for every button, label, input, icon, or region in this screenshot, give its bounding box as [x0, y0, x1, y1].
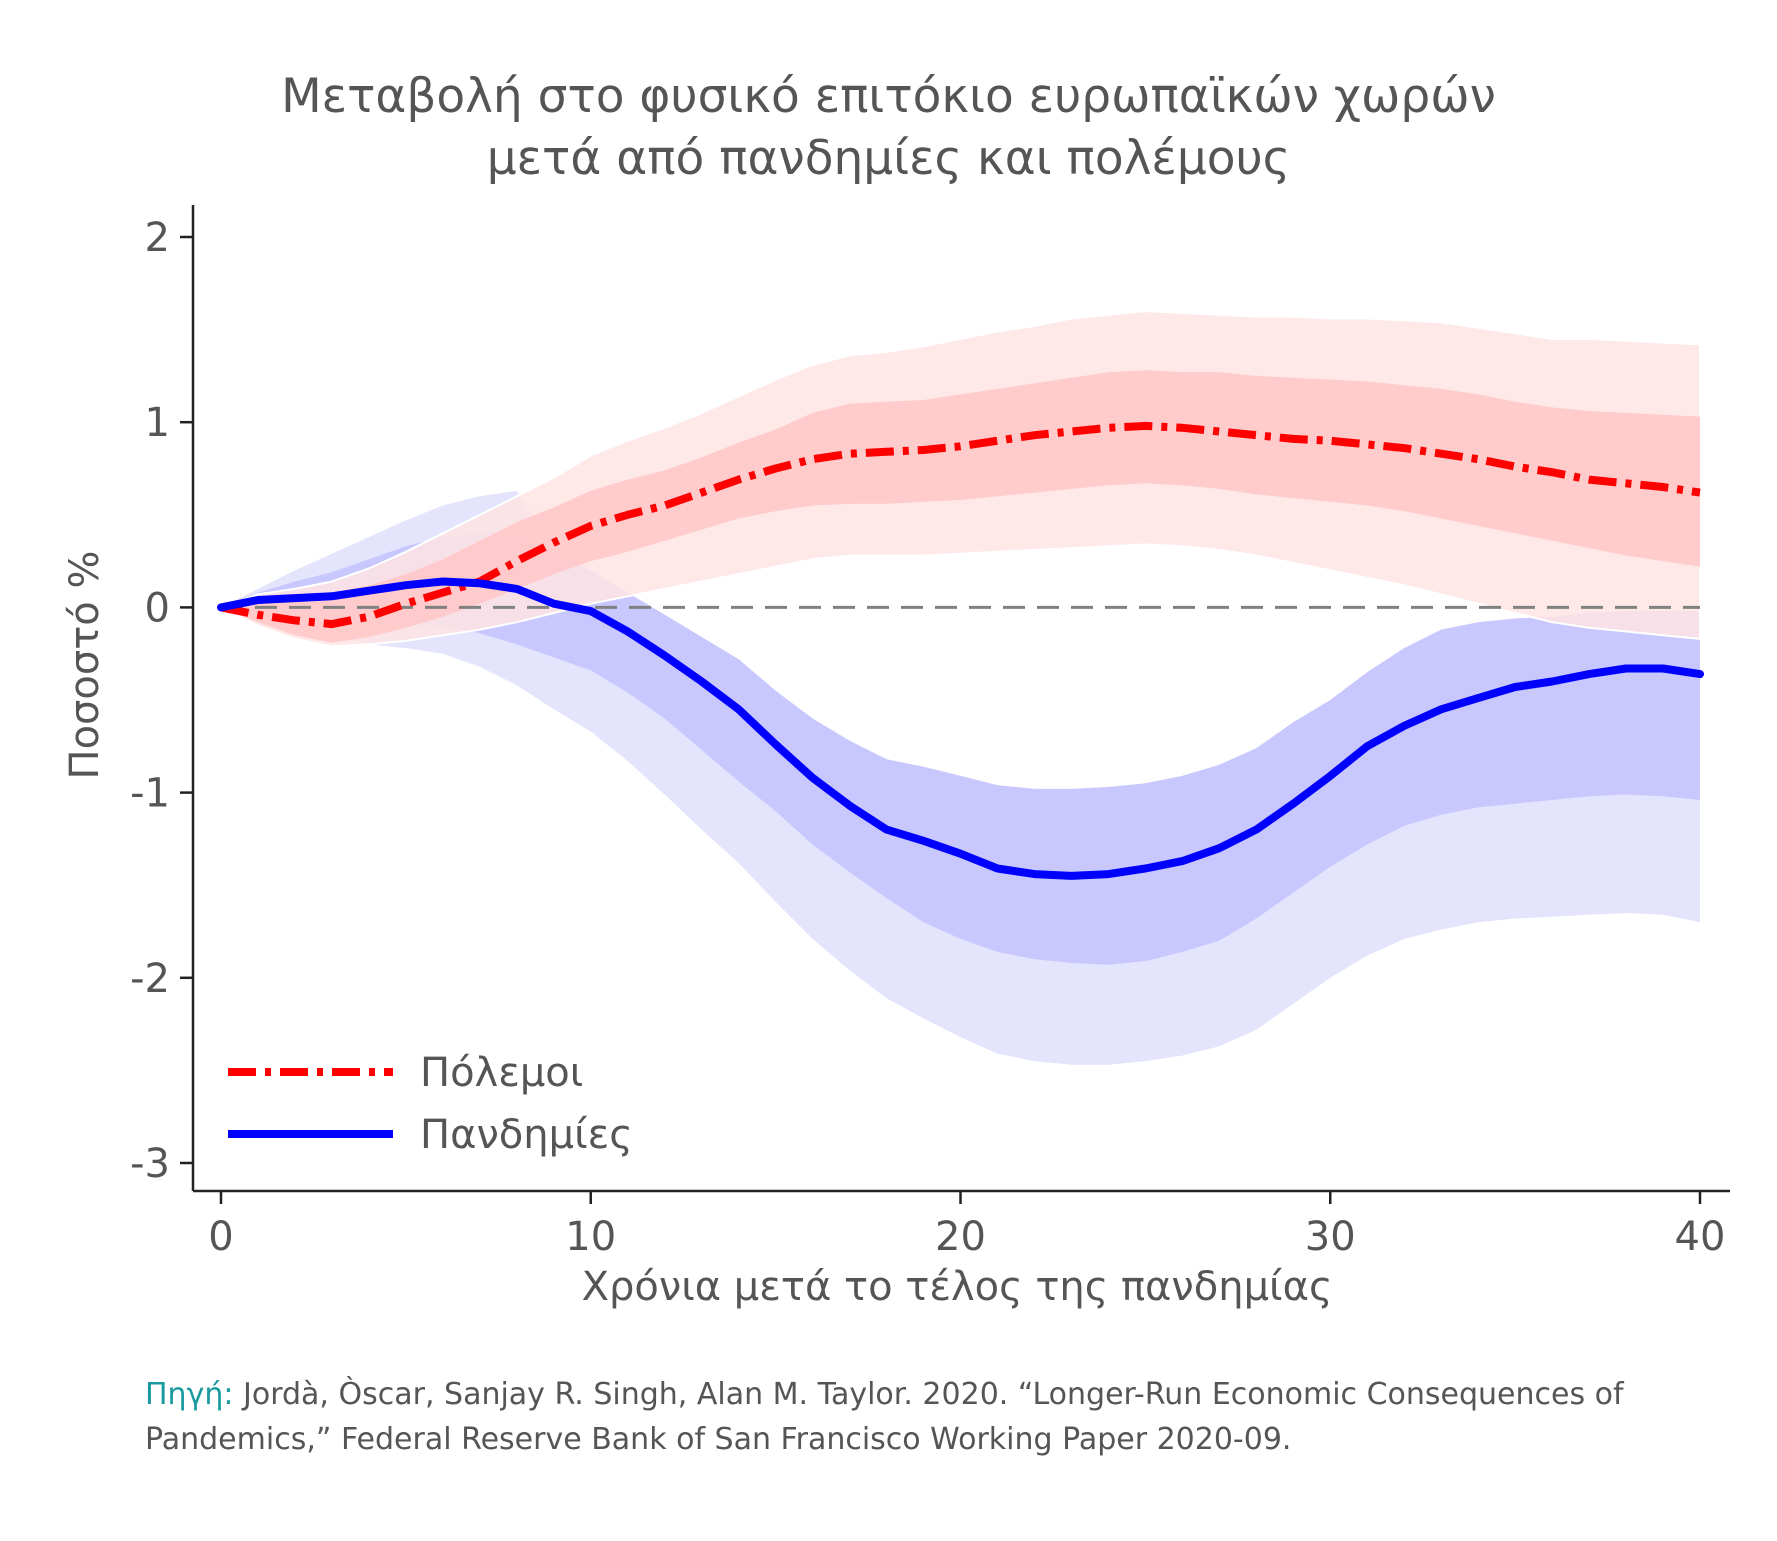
- wars-band-inner: [221, 370, 1700, 643]
- chart-title-line-2: μετά από πανδημίες και πολέμους: [486, 131, 1291, 186]
- pandemics-band-inner: [221, 533, 1700, 965]
- x-tick-label: 30: [1305, 1214, 1356, 1260]
- axes: 210-1-2-30 10 20 30 40: [130, 205, 1730, 1260]
- y-tick-label: 2: [145, 215, 170, 261]
- legend-label-wars: Πόλεμοι: [420, 1050, 583, 1096]
- legend-label-pandemics: Πανδημίες: [420, 1112, 633, 1158]
- x-tick-label: 20: [935, 1214, 986, 1260]
- x-tick-label: 10: [565, 1214, 616, 1260]
- legend: Πόλεμοι Πανδημίες: [228, 1050, 633, 1158]
- source-label: Πηγή:: [145, 1377, 234, 1412]
- series-lines: [217, 421, 1704, 880]
- chart-title: Μεταβολή στο φυσικό επιτόκιο ευρωπαϊκών …: [0, 66, 1777, 190]
- confidence-bands: [218, 310, 1701, 1065]
- y-tick-label: -3: [130, 1141, 170, 1187]
- x-tick-label: 40: [1675, 1214, 1726, 1260]
- y-tick-label: -1: [130, 771, 170, 817]
- x-tick-label: 0: [208, 1214, 233, 1260]
- y-tick-label: -2: [130, 956, 170, 1002]
- chart-title-line-1: Μεταβολή στο φυσικό επιτόκιο ευρωπαϊκών …: [281, 69, 1496, 124]
- series-line-wars: [220, 421, 1701, 629]
- series-line-pandemics: [217, 577, 1704, 880]
- y-tick-label: 0: [145, 585, 170, 631]
- y-tick-label: 1: [145, 400, 170, 446]
- x-axis-label: Χρόνια μετά το τέλος της πανδημίας: [582, 1264, 1333, 1310]
- y-axis-label: Ποσοστό %: [62, 550, 108, 779]
- source-text: Jordà, Òscar, Sanjay R. Singh, Alan M. T…: [145, 1377, 1624, 1457]
- source-note: Πηγή: Jordà, Òscar, Sanjay R. Singh, Ala…: [145, 1372, 1705, 1462]
